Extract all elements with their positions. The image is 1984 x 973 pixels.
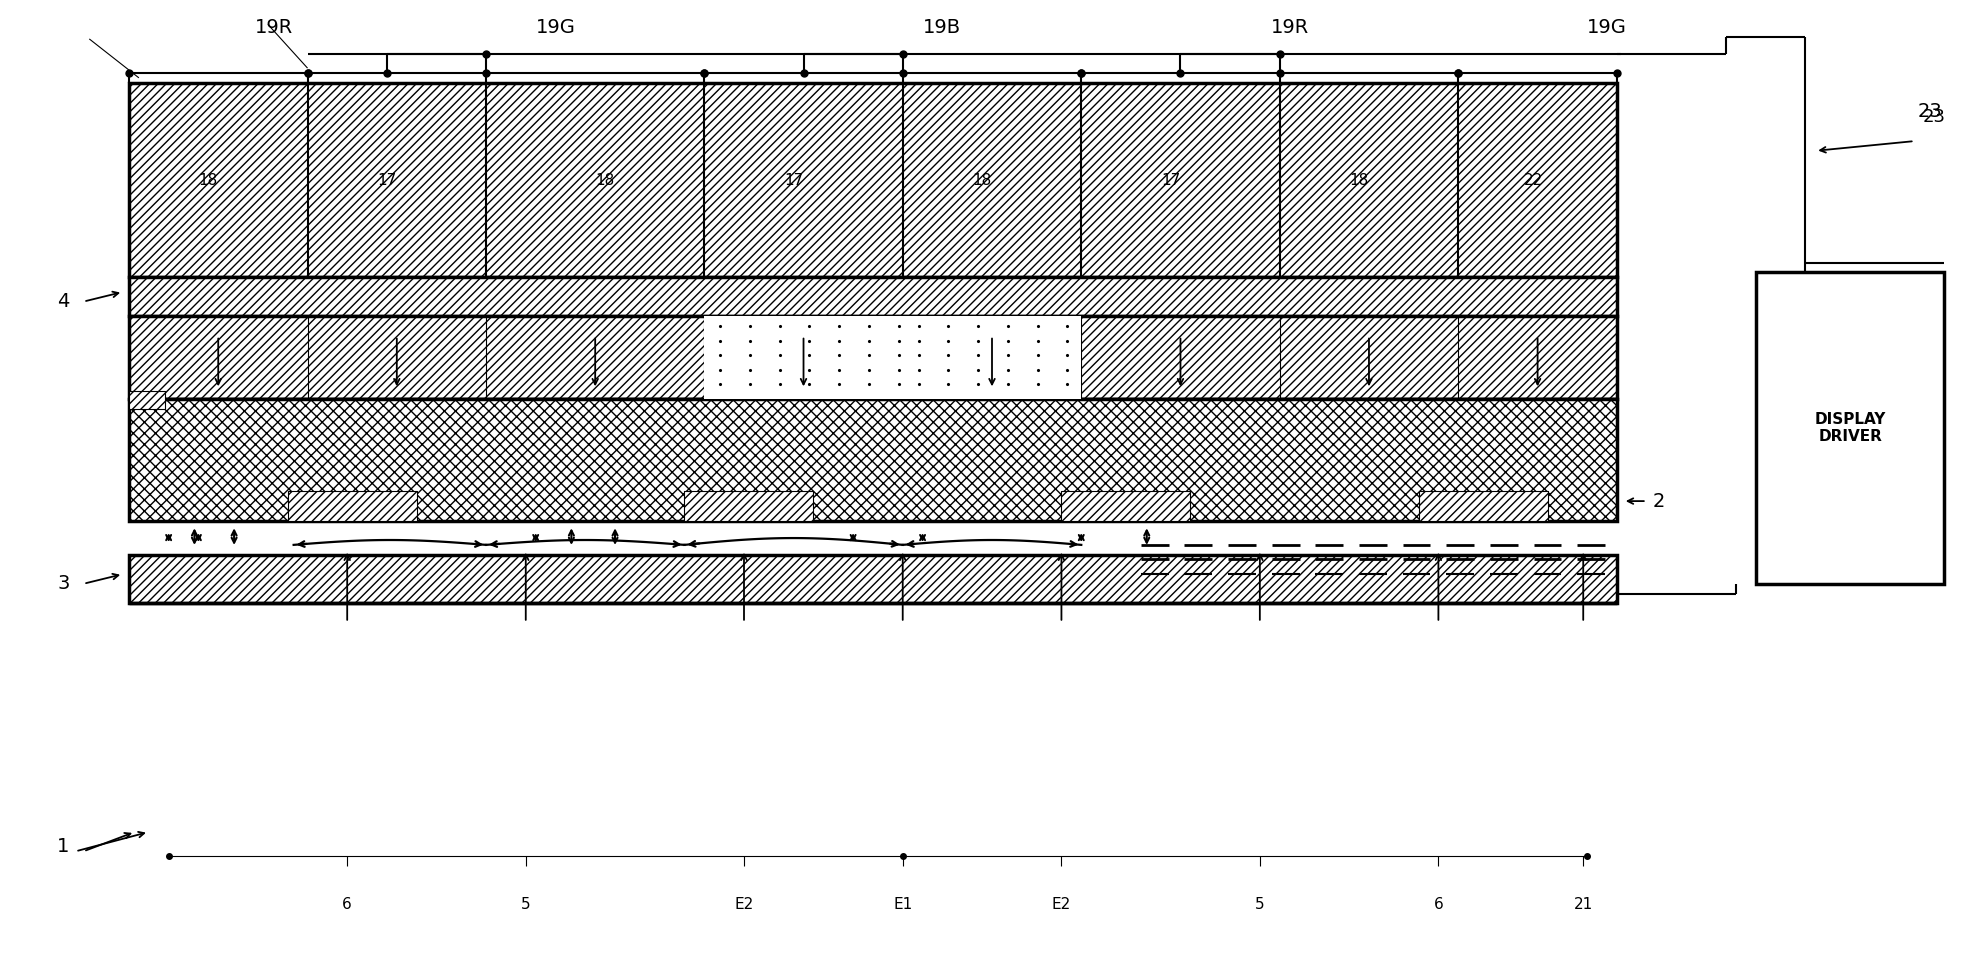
Text: 6: 6: [1434, 897, 1442, 913]
Text: 19B: 19B: [923, 18, 962, 37]
Text: 22: 22: [1524, 172, 1544, 188]
Text: 4: 4: [58, 292, 69, 311]
Bar: [486, 316, 704, 399]
Bar: [1081, 316, 1280, 399]
Bar: [684, 491, 813, 521]
Bar: [1419, 491, 1548, 521]
Bar: [129, 83, 308, 277]
Text: 3: 3: [58, 574, 69, 594]
Bar: [1756, 272, 1944, 584]
Text: E2: E2: [1052, 897, 1071, 913]
Bar: [1061, 491, 1190, 521]
Bar: [1280, 83, 1458, 277]
Text: 17: 17: [784, 172, 804, 188]
Bar: [129, 277, 1617, 316]
Bar: [1458, 83, 1617, 277]
Text: 19G: 19G: [536, 18, 575, 37]
Text: 21: 21: [1573, 897, 1593, 913]
Bar: [308, 83, 486, 277]
Text: 5: 5: [522, 897, 530, 913]
Bar: [903, 316, 1081, 399]
Text: 1: 1: [58, 837, 69, 856]
Bar: [1419, 491, 1548, 521]
Bar: [704, 316, 903, 399]
Text: 6: 6: [343, 897, 351, 913]
Bar: [129, 555, 1617, 603]
Bar: [1061, 491, 1190, 521]
Bar: [704, 83, 903, 277]
Bar: [129, 391, 165, 409]
Bar: [684, 491, 813, 521]
Bar: [1081, 83, 1280, 277]
Text: 18: 18: [972, 172, 992, 188]
Bar: [129, 316, 308, 399]
Text: DISPLAY
DRIVER: DISPLAY DRIVER: [1815, 412, 1885, 445]
Text: 5: 5: [1256, 897, 1264, 913]
Text: 19R: 19R: [1270, 18, 1309, 37]
Text: 19R: 19R: [254, 18, 294, 37]
Bar: [288, 491, 417, 521]
Bar: [129, 316, 1617, 399]
Text: 17: 17: [1161, 172, 1180, 188]
Text: 23: 23: [1919, 102, 1942, 122]
Text: E2: E2: [734, 897, 754, 913]
Bar: [308, 316, 486, 399]
Bar: [129, 391, 165, 409]
Bar: [1280, 316, 1458, 399]
Bar: [1458, 316, 1617, 399]
Bar: [129, 277, 1617, 316]
Bar: [129, 83, 1617, 277]
Text: 19G: 19G: [1587, 18, 1627, 37]
Text: 17: 17: [377, 172, 397, 188]
Bar: [129, 555, 1617, 603]
Text: 18: 18: [1349, 172, 1369, 188]
Bar: [486, 83, 704, 277]
Text: 18: 18: [595, 172, 615, 188]
Bar: [288, 491, 417, 521]
Bar: [129, 399, 1617, 521]
Text: 2: 2: [1653, 491, 1665, 511]
Bar: [903, 83, 1081, 277]
Text: 23: 23: [1922, 108, 1946, 126]
Text: 18: 18: [198, 172, 218, 188]
Bar: [129, 399, 1617, 521]
Text: E1: E1: [893, 897, 913, 913]
